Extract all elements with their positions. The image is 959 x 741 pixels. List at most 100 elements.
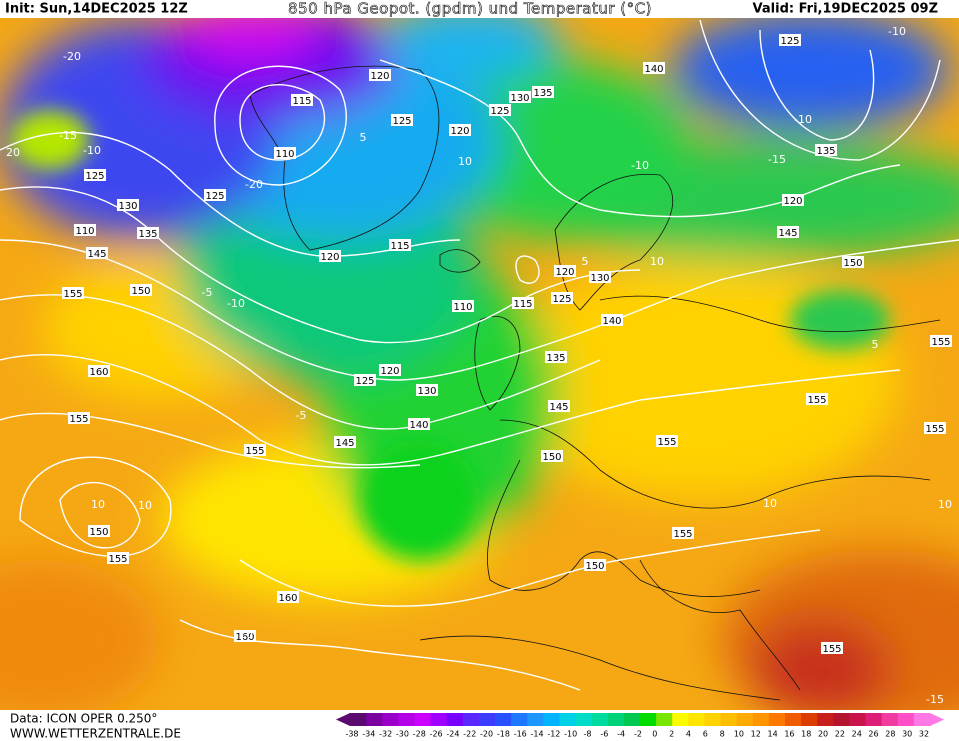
scale-label: 2	[669, 730, 674, 739]
label-box	[277, 591, 299, 603]
contour-lines	[0, 19, 959, 691]
scale-label: -30	[396, 730, 409, 739]
coastlines	[249, 65, 941, 701]
temperature-label: 5	[360, 131, 367, 144]
geopotential-label: 140	[602, 316, 621, 327]
geopotential-label: 135	[816, 146, 835, 157]
geopotential-label: 155	[63, 289, 82, 300]
temperature-label: 10	[91, 498, 105, 511]
scale-arrow-left	[336, 713, 350, 726]
geopotential-label: 150	[542, 452, 561, 463]
scale-swatch	[833, 713, 850, 726]
scale-swatch	[495, 713, 512, 726]
scale-label: 6	[703, 730, 708, 739]
label-box	[584, 559, 606, 571]
geopotential-label: 155	[807, 395, 826, 406]
label-box	[815, 144, 837, 156]
scale-label: -8	[584, 730, 592, 739]
label-box	[489, 104, 511, 116]
scale-swatch	[511, 713, 528, 726]
scale-label: -24	[446, 730, 459, 739]
scale-swatch	[817, 713, 834, 726]
temperature-label: 5	[582, 255, 589, 268]
scale-label: 0	[652, 730, 657, 739]
label-box	[554, 265, 576, 277]
temperature-label: -5	[202, 286, 213, 299]
label-box	[806, 393, 828, 405]
label-box	[548, 400, 570, 412]
scale-swatch	[623, 713, 641, 726]
scale-label: 18	[801, 730, 811, 739]
temperature-label: -5	[296, 409, 307, 422]
label-box	[408, 418, 430, 430]
geopotential-label: 135	[138, 229, 157, 240]
geopotential-label: 125	[552, 294, 571, 305]
geopotential-label: 115	[513, 299, 532, 310]
header: Init: Sun,14DEC2025 12Z 850 hPa Geopot. …	[0, 0, 959, 18]
geopotential-label: 155	[657, 437, 676, 448]
scale-swatch	[414, 713, 432, 726]
geopotential-label: 145	[549, 402, 568, 413]
temperature-label: -15	[59, 129, 77, 142]
geopotential-label: 140	[644, 64, 663, 75]
geopotential-label: 120	[320, 252, 339, 263]
geopotential-label: 125	[490, 106, 509, 117]
label-box	[88, 365, 110, 377]
label-box	[779, 34, 801, 46]
geopotential-label: 120	[380, 366, 399, 377]
label-box	[532, 86, 554, 98]
scale-label: 14	[767, 730, 777, 739]
scale-label: -6	[600, 730, 608, 739]
scale-swatch	[849, 713, 867, 726]
scale-label: -14	[531, 730, 544, 739]
geopotential-label: 135	[546, 353, 565, 364]
label-box	[130, 284, 152, 296]
geopotential-label: 155	[245, 446, 264, 457]
scale-label: -2	[634, 730, 642, 739]
scale-label: 30	[902, 730, 912, 739]
scale-swatch	[640, 713, 657, 726]
label-box	[545, 351, 567, 363]
scale-swatch	[543, 713, 560, 726]
label-box	[821, 642, 843, 654]
geopotential-label: 110	[453, 302, 472, 313]
label-box	[354, 374, 376, 386]
scale-swatch	[881, 713, 899, 726]
scale-swatch	[768, 713, 786, 726]
label-box	[137, 227, 159, 239]
label-box	[541, 450, 563, 462]
geopotential-label: 150	[89, 527, 108, 538]
scale-label: -38	[345, 730, 358, 739]
scale-swatch	[785, 713, 802, 726]
geopotential-label: 110	[275, 149, 294, 160]
label-box	[107, 552, 129, 564]
label-box	[244, 444, 266, 456]
temperature-label: 20	[6, 146, 20, 159]
scale-swatch	[720, 713, 738, 726]
scale-swatch	[897, 713, 915, 726]
scale-label: -4	[617, 730, 625, 739]
scale-label: 12	[751, 730, 761, 739]
geopotential-label: 155	[931, 337, 950, 348]
scale-label: -16	[514, 730, 527, 739]
scale-label: -34	[362, 730, 375, 739]
label-box	[74, 224, 96, 236]
scale-swatch	[752, 713, 770, 726]
scale-label: 26	[868, 730, 878, 739]
scale-swatch	[913, 713, 931, 726]
geopotential-label: 145	[87, 249, 106, 260]
temperature-label: 10	[650, 255, 664, 268]
temperature-label: -10	[83, 144, 101, 157]
scale-swatch	[704, 713, 722, 726]
label-box	[117, 199, 139, 211]
geopotential-label: 150	[131, 286, 150, 297]
temperature-label: -15	[768, 153, 786, 166]
scale-label: -10	[564, 730, 577, 739]
label-box	[391, 114, 413, 126]
label-box	[84, 169, 106, 181]
scale-label: 32	[919, 730, 929, 739]
temperature-label: -10	[631, 159, 649, 172]
label-box	[924, 422, 946, 434]
